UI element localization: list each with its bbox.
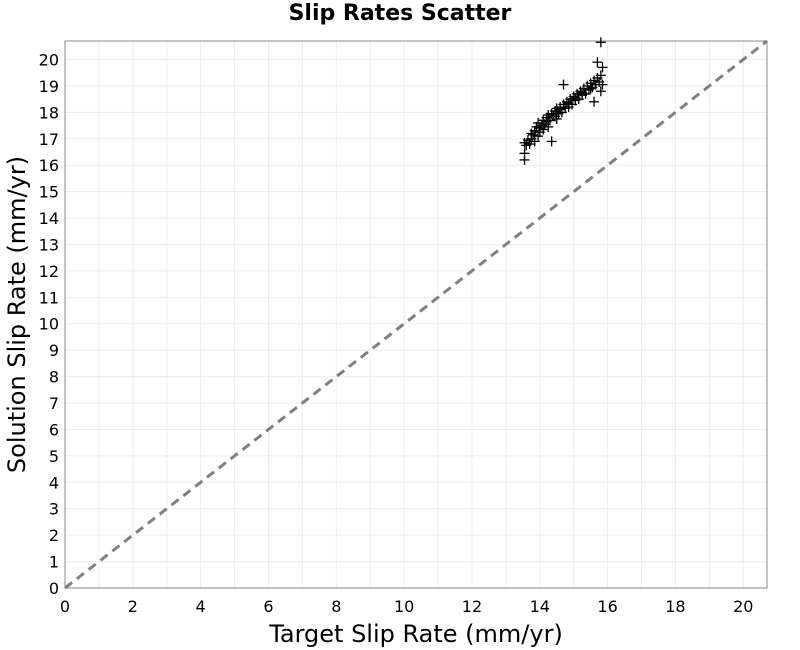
y-tick-label: 20 [39,50,59,69]
x-tick-label: 2 [128,597,138,616]
y-tick-label: 0 [49,579,59,598]
y-tick-label: 17 [39,130,59,149]
data-point [534,123,545,134]
y-tick-label: 2 [49,526,59,545]
data-points [519,37,608,165]
data-point [577,87,588,98]
data-point [597,79,608,90]
data-point [570,92,581,103]
y-tick-label: 9 [49,341,59,360]
data-point [595,70,606,81]
x-tick-label: 18 [665,597,685,616]
x-tick-label: 0 [60,597,70,616]
grid [65,41,767,589]
data-point [558,79,569,90]
y-tick-label: 15 [39,183,59,202]
y-tick-label: 16 [39,156,59,175]
data-point [543,121,554,132]
data-point [550,111,561,122]
reference-diagonal-line [64,39,768,590]
data-point [529,136,540,147]
y-tick-label: 8 [49,368,59,387]
y-tick-label: 18 [39,103,59,122]
data-point [551,113,562,124]
x-tick-label: 20 [733,597,753,616]
y-tick-label: 14 [39,209,59,228]
x-tick-label: 8 [331,597,341,616]
data-point [563,98,574,109]
data-point [555,104,566,115]
y-tick-label: 11 [39,288,59,307]
x-axis-title: Target Slip Rate (mm/yr) [268,620,563,648]
data-point [521,140,532,151]
x-tick-label: 16 [597,597,617,616]
chart-title: Slip Rates Scatter [288,1,512,26]
y-tick-label: 6 [49,420,59,439]
x-tick-label: 14 [530,597,550,616]
data-point [585,83,596,94]
y-tick-label: 1 [49,553,59,572]
y-tick-label: 12 [39,262,59,281]
y-tick-label: 19 [39,77,59,96]
x-tick-labels: 0 2 4 6 8 10 12 14 16 18 20 [60,597,754,616]
y-tick-label: 13 [39,235,59,254]
data-point [597,62,608,73]
y-tick-label: 7 [49,394,59,413]
data-point [595,86,606,97]
y-axis-title: Solution Slip Rate (mm/yr) [3,156,31,473]
data-point [519,148,530,159]
data-point [589,96,600,107]
y-tick-label: 4 [49,473,59,492]
x-tick-label: 12 [462,597,482,616]
data-point [546,136,557,147]
x-tick-label: 6 [263,597,273,616]
x-tick-label: 10 [394,597,414,616]
data-point [541,116,552,127]
x-tick-label: 4 [196,597,206,616]
plot-area-frame [64,40,768,589]
data-point [595,37,606,48]
y-tick-label: 3 [49,500,59,519]
data-point [592,57,603,68]
y-tick-label: 5 [49,447,59,466]
y-tick-label: 10 [39,315,59,334]
data-point [526,128,537,139]
